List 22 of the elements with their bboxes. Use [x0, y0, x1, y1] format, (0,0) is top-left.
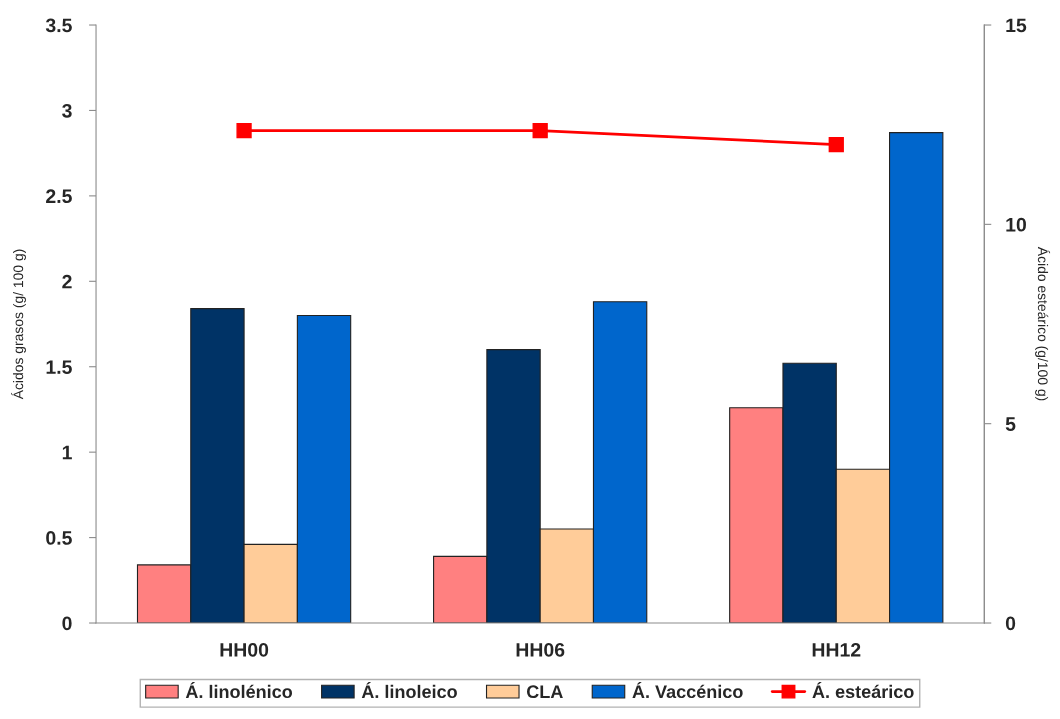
- legend-label: Á. esteárico: [812, 681, 914, 699]
- y-tick-label: 2.5: [46, 189, 72, 204]
- y2-tick-label: 15: [1006, 18, 1027, 33]
- x-tick-label: HH00: [220, 642, 269, 657]
- y-tick-label: 1: [62, 445, 72, 460]
- y2-tick-label: 0: [1005, 616, 1016, 631]
- y-tick-label: 0.5: [46, 531, 72, 545]
- x-tick-label: HH06: [516, 642, 565, 657]
- x-tick-label: HH12: [812, 642, 861, 657]
- legend-label: Á. Vaccénico: [632, 681, 743, 699]
- y2-tick-label: 10: [1006, 217, 1026, 232]
- y-tick-label: 1.5: [46, 360, 72, 374]
- legend-label: CLA: [526, 685, 563, 699]
- y-tick-label: 3: [62, 103, 72, 118]
- legend-label: Á. linoleico: [361, 681, 457, 699]
- y2-axis-title: Ácido esteárico (g/100 g): [1035, 246, 1051, 401]
- y2-tick-label: 5: [1005, 417, 1016, 431]
- y-axis-title: Ácidos grasos (g/ 100 g): [11, 249, 26, 400]
- y-tick-label: 2: [62, 274, 72, 289]
- y-tick-label: 0: [62, 616, 72, 631]
- y-tick-label: 3.5: [45, 18, 72, 33]
- legend-label: Á. linolénico: [185, 681, 293, 699]
